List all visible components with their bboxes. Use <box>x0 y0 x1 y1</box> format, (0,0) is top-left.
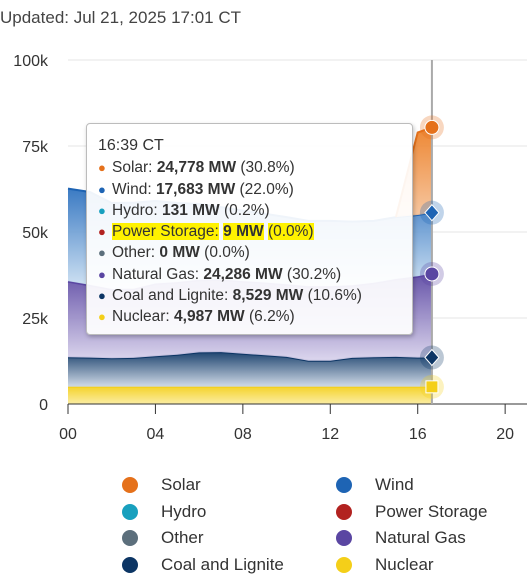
tooltip-label: Power Storage: <box>112 223 219 241</box>
circle-icon: ● <box>98 288 106 304</box>
legend-label: Solar <box>161 475 201 494</box>
tooltip-row-solar: ● Solar: 24,778 MW (30.8%) <box>98 157 412 178</box>
legend-swatch-icon <box>122 557 138 573</box>
hover-marker <box>424 203 440 222</box>
updated-timestamp: Updated: Jul 21, 2025 17:01 CT <box>0 8 241 27</box>
legend-label: Other <box>161 528 204 547</box>
y-tick-label: 100k <box>13 53 49 70</box>
tooltip-row-nuclear: ● Nuclear: 4,987 MW (6.2%) <box>98 306 412 327</box>
tooltip-label: Hydro: <box>112 201 158 219</box>
legend-swatch-icon <box>336 477 352 493</box>
y-tick-label: 25k <box>22 311 49 328</box>
legend-label: Wind <box>375 475 414 494</box>
tooltip-time: 16:39 CT <box>98 137 164 154</box>
legend-swatch-icon <box>336 504 352 520</box>
tooltip-pct: (0.0%) <box>204 244 250 262</box>
tooltip-value: 17,683 MW <box>155 180 236 198</box>
tooltip-row-power-storage: ● Power Storage: 9 MW (0.0%) <box>98 221 412 242</box>
circle-icon: ● <box>98 309 106 325</box>
circle-icon: ● <box>98 224 106 240</box>
hover-tooltip: 16:39 CT ● Solar: 24,778 MW (30.8%) ● Wind… <box>86 123 413 335</box>
hover-marker <box>424 348 440 367</box>
circle-icon: ● <box>98 160 106 176</box>
circle-icon: ● <box>98 181 106 197</box>
tooltip-value: 24,778 MW <box>156 159 237 177</box>
tooltip-pct: (22.0%) <box>239 180 294 198</box>
tooltip-value: 24,286 MW <box>203 265 283 283</box>
legend-label: Coal and Lignite <box>161 555 284 574</box>
y-tick-label: 75k <box>22 139 49 156</box>
hover-marker <box>425 380 439 394</box>
area-nuclear <box>68 386 432 404</box>
tooltip-value: 4,987 MW <box>174 308 245 326</box>
legend-label: Natural Gas <box>375 528 466 547</box>
tooltip-label: Other: <box>112 244 156 262</box>
x-tick-label: 08 <box>234 426 252 443</box>
legend-swatch-icon <box>122 530 138 546</box>
tooltip-label: Solar: <box>112 159 153 177</box>
legend-label: Nuclear <box>375 555 434 574</box>
legend-label: Hydro <box>161 502 207 521</box>
tooltip-value: 0 MW <box>159 244 200 262</box>
x-tick-label: 12 <box>321 426 339 443</box>
tooltip-pct: (0.2%) <box>224 201 270 219</box>
tooltip-row-coal-and-lignite: ● Coal and Lignite: 8,529 MW (10.6%) <box>98 285 412 306</box>
tooltip-pct: (6.2%) <box>248 308 295 326</box>
x-tick-label: 00 <box>59 426 77 443</box>
tooltip-label: Wind: <box>112 180 152 198</box>
circle-icon: ● <box>98 202 106 218</box>
tooltip-row-wind: ● Wind: 17,683 MW (22.0%) <box>98 179 412 200</box>
tooltip-row-hydro: ● Hydro: 131 MW (0.2%) <box>98 200 412 221</box>
tooltip-label: Natural Gas: <box>112 265 200 283</box>
tooltip-pct: (30.8%) <box>240 159 295 177</box>
legend-swatch-icon <box>336 557 352 573</box>
tooltip-value: 8,529 MW <box>232 287 304 305</box>
tooltip-pct: (0.0%) <box>267 223 314 241</box>
hover-marker <box>424 266 440 282</box>
legend-swatch-icon <box>122 504 138 520</box>
chart-legend: Solar Wind Hydro Power Storage Other Nat… <box>0 470 527 580</box>
circle-icon: ● <box>98 245 106 261</box>
tooltip-row-natural-gas: ● Natural Gas: 24,286 MW (30.2%) <box>98 264 412 285</box>
y-tick-label: 50k <box>22 225 49 242</box>
tooltip-value: 131 MW <box>161 201 220 219</box>
x-tick-label: 20 <box>496 426 514 443</box>
x-tick-label: 04 <box>147 426 165 443</box>
legend-swatch-icon <box>336 530 352 546</box>
tooltip-label: Nuclear: <box>112 308 170 326</box>
x-tick-label: 16 <box>409 426 427 443</box>
tooltip-label: Coal and Lignite: <box>112 287 229 305</box>
y-tick-label: 0 <box>39 397 48 414</box>
legend-swatch-icon <box>122 477 138 493</box>
hover-marker <box>424 119 440 135</box>
tooltip-value: 9 MW <box>223 223 264 241</box>
tooltip-pct: (10.6%) <box>307 287 362 305</box>
area-coal-and-lignite <box>68 352 432 387</box>
tooltip-pct: (30.2%) <box>286 265 342 283</box>
legend-label: Power Storage <box>375 502 488 521</box>
circle-icon: ● <box>98 266 106 282</box>
tooltip-row-other: ● Other: 0 MW (0.0%) <box>98 242 412 263</box>
